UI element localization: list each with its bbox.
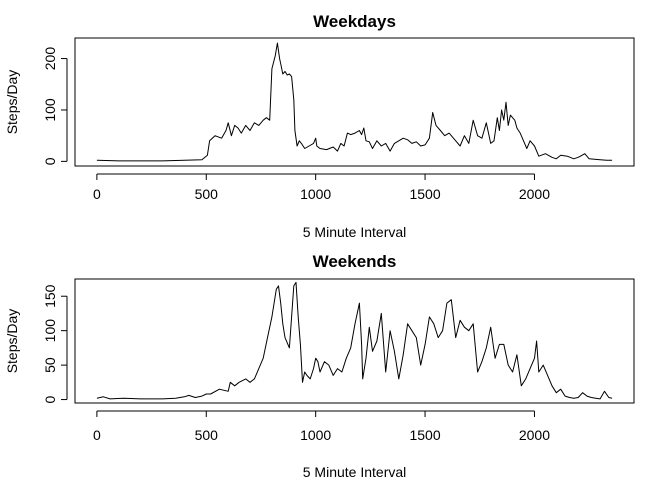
series-line xyxy=(96,42,613,162)
x-tick-label: 1500 xyxy=(409,186,440,202)
x-tick-label: 2000 xyxy=(519,427,550,443)
x-tick-label: 500 xyxy=(195,186,219,202)
chart-title: Weekdays xyxy=(313,12,396,31)
x-tick-label: 1000 xyxy=(300,427,331,443)
y-tick-label: 200 xyxy=(42,47,58,71)
y-axis-label: Steps/Day xyxy=(4,309,20,374)
y-tick-label: 0 xyxy=(42,157,58,165)
x-tick-label: 1500 xyxy=(409,427,440,443)
plot-frame xyxy=(74,37,635,167)
y-tick-label: 0 xyxy=(42,395,58,403)
chart-title: Weekends xyxy=(313,252,397,271)
plot-frame xyxy=(74,278,635,404)
y-tick-label: 150 xyxy=(42,284,58,308)
x-tick-label: 2000 xyxy=(519,186,550,202)
y-tick-label: 100 xyxy=(42,319,58,343)
x-tick-label: 1000 xyxy=(300,186,331,202)
series-line xyxy=(96,281,613,400)
y-tick-label: 100 xyxy=(42,98,58,122)
x-tick-label: 500 xyxy=(195,427,219,443)
x-axis-label: 5 Minute Interval xyxy=(303,464,407,480)
y-axis-label: Steps/Day xyxy=(4,70,20,135)
x-tick-label: 0 xyxy=(93,427,101,443)
x-tick-label: 0 xyxy=(93,186,101,202)
y-tick-label: 50 xyxy=(42,357,58,373)
x-axis-label: 5 Minute Interval xyxy=(303,224,407,240)
